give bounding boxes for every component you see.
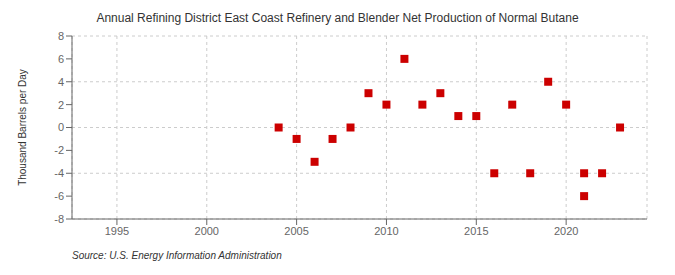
html-text:Annual Refining District East: Annual Refining District East Coast Refi… bbox=[96, 11, 579, 25]
svg-text:2: 2 bbox=[58, 99, 64, 111]
html-text:Source: U.S. Energy Informatio: Source: U.S. Energy Information Administ… bbox=[72, 250, 282, 261]
svg-text:2015: 2015 bbox=[464, 225, 488, 237]
svg-text:0: 0 bbox=[58, 121, 64, 133]
svg-text:2020: 2020 bbox=[554, 225, 578, 237]
svg-text:4: 4 bbox=[58, 76, 64, 88]
svg-text:-4: -4 bbox=[54, 167, 64, 179]
svg-text:6: 6 bbox=[58, 53, 64, 65]
svg-text:2005: 2005 bbox=[284, 225, 308, 237]
svg-text:-2: -2 bbox=[54, 144, 64, 156]
svg-text:1995: 1995 bbox=[105, 225, 129, 237]
svg-text:8: 8 bbox=[58, 30, 64, 42]
svg-text:-6: -6 bbox=[54, 190, 64, 202]
svg-text:-8: -8 bbox=[54, 213, 64, 225]
svg-text:Thousand Barrels per Day: Thousand Barrels per Day bbox=[17, 69, 28, 186]
svg-text:2010: 2010 bbox=[374, 225, 398, 237]
svg-text:2000: 2000 bbox=[195, 225, 219, 237]
